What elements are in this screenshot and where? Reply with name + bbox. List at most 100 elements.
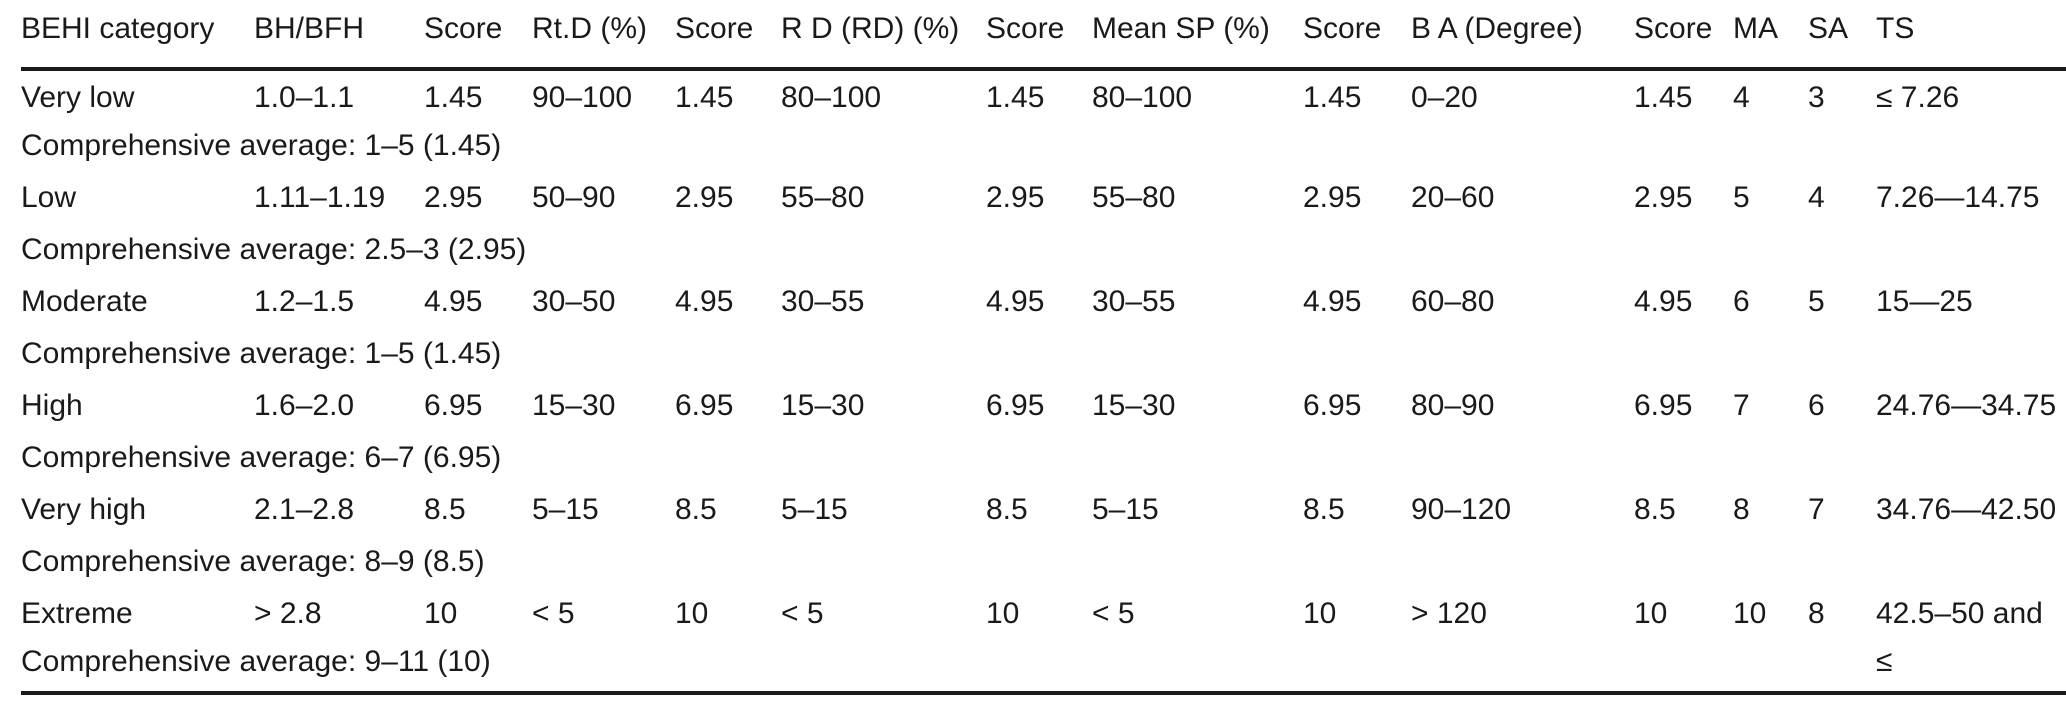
table-cell: 6 — [1808, 389, 1825, 423]
table-cell: 30–55 — [781, 285, 865, 319]
table-cell: 15–30 — [1092, 389, 1176, 423]
table-cell: 1.0–1.1 — [254, 81, 355, 115]
table-cell: 4.95 — [1303, 285, 1362, 319]
comprehensive-average-cell: Comprehensive average: 1–5 (1.45) — [21, 129, 502, 163]
table-cell: ≤ 7.26 — [1876, 81, 1960, 115]
table-cell: 1.45 — [675, 81, 734, 115]
table-cell: 1.45 — [986, 81, 1045, 115]
table-cell: 1.6–2.0 — [254, 389, 355, 423]
table-cell: 10 — [1733, 597, 1767, 631]
table-cell: 4.95 — [986, 285, 1045, 319]
table-cell: 42.5–50 and — [1876, 597, 2043, 631]
column-header-score-4: Score — [1303, 4, 1411, 71]
table-cell: 6.95 — [986, 389, 1045, 423]
ts-continuation-cell — [1876, 329, 2066, 381]
table-cell: < 5 — [1092, 597, 1135, 631]
note-row: Comprehensive average: 8–9 (8.5) — [21, 537, 2066, 589]
table-cell: 10 — [986, 597, 1020, 631]
ts-continuation-cell: ≤ — [1876, 645, 1893, 679]
table-cell: 6.95 — [424, 389, 483, 423]
table-cell: > 120 — [1411, 597, 1487, 631]
table-cell: 8.5 — [986, 493, 1028, 527]
table-cell: 7.26—14.75 — [1876, 181, 2040, 215]
table-cell: 8.5 — [1634, 493, 1676, 527]
table-cell: 80–100 — [1092, 81, 1193, 115]
table-cell: 4.95 — [424, 285, 483, 319]
table-cell: 7 — [1808, 493, 1825, 527]
table-cell: 5 — [1733, 181, 1750, 215]
table-cell: 1.11–1.19 — [254, 181, 386, 215]
column-header-rd: R D (RD) (%) — [781, 4, 986, 71]
table-cell: 15–30 — [532, 389, 616, 423]
column-header-ts: TS — [1876, 4, 2066, 71]
table-cell: > 2.8 — [254, 597, 322, 631]
table-cell: 4 — [1808, 181, 1825, 215]
table-cell: 1.45 — [1634, 81, 1693, 115]
table-row: Extreme > 2.8 10 < 5 10 < 5 10 < 5 10 > 120 10 10 8 4… — [21, 589, 2066, 641]
table-cell: 10 — [424, 597, 458, 631]
table-cell: 15–30 — [781, 389, 865, 423]
table-cell: 2.95 — [986, 181, 1045, 215]
table-cell: 2.95 — [1303, 181, 1362, 215]
column-header-bh-bfh: BH/BFH — [254, 4, 424, 71]
table-cell: 6.95 — [1303, 389, 1362, 423]
table-cell: Low — [21, 181, 77, 215]
table-cell: Very low — [21, 81, 135, 115]
table-cell: 4.95 — [1634, 285, 1693, 319]
ts-continuation-cell — [1876, 537, 2066, 589]
column-header-ma: MA — [1733, 4, 1808, 71]
table-cell: 50–90 — [532, 181, 616, 215]
table-cell: High — [21, 389, 83, 423]
note-row: Comprehensive average: 2.5–3 (2.95) — [21, 225, 2066, 277]
comprehensive-average-cell: Comprehensive average: 6–7 (6.95) — [21, 441, 502, 475]
table-cell: 4 — [1733, 81, 1750, 115]
table-cell: 5–15 — [532, 493, 599, 527]
table-cell: 55–80 — [1092, 181, 1176, 215]
table-cell: 10 — [1303, 597, 1337, 631]
table-cell: 6.95 — [675, 389, 734, 423]
column-header-score-5: Score — [1634, 4, 1733, 71]
column-header-score-3: Score — [986, 4, 1092, 71]
table-cell: 8.5 — [424, 493, 466, 527]
table-cell: 3 — [1808, 81, 1825, 115]
table-cell: 5–15 — [781, 493, 848, 527]
column-header-sa: SA — [1808, 4, 1876, 71]
table-cell: 0–20 — [1411, 81, 1478, 115]
table-cell: 6.95 — [1634, 389, 1693, 423]
table-cell: Moderate — [21, 285, 148, 319]
table-cell: 20–60 — [1411, 181, 1495, 215]
column-header-mean-sp: Mean SP (%) — [1092, 4, 1303, 71]
table-cell: 8 — [1808, 597, 1825, 631]
table-cell: 34.76—42.50 — [1876, 493, 2057, 527]
table-cell: 24.76—34.75 — [1876, 389, 2057, 423]
ts-continuation-cell — [1876, 121, 2066, 173]
table-body: Very low 1.0–1.1 1.45 90–100 1.45 80–100 1.45 8… — [21, 69, 2066, 693]
table-row: Very high 2.1–2.8 8.5 5–15 8.5 5–15 8.5 5–15 8.5… — [21, 485, 2066, 537]
table-cell: 2.95 — [424, 181, 483, 215]
table-row: Low 1.11–1.19 2.95 50–90 2.95 55–80 2.95 55–80 2… — [21, 173, 2066, 225]
table-cell: 30–55 — [1092, 285, 1176, 319]
ts-continuation-cell — [1876, 433, 2066, 485]
table-row: Moderate 1.2–1.5 4.95 30–50 4.95 30–55 4.95 30–… — [21, 277, 2066, 329]
table-cell: 80–90 — [1411, 389, 1495, 423]
table-cell: 10 — [675, 597, 709, 631]
table-cell: 8 — [1733, 493, 1750, 527]
table-cell: < 5 — [532, 597, 575, 631]
table-cell: 10 — [1634, 597, 1668, 631]
table-cell: 80–100 — [781, 81, 882, 115]
column-header-score-1: Score — [424, 4, 532, 71]
table-cell: 8.5 — [675, 493, 717, 527]
table-cell: 7 — [1733, 389, 1750, 423]
table-cell: 30–50 — [532, 285, 616, 319]
column-header-score-2: Score — [675, 4, 781, 71]
comprehensive-average-cell: Comprehensive average: 2.5–3 (2.95) — [21, 233, 527, 267]
ts-continuation-cell — [1876, 225, 2066, 277]
table-cell: 5–15 — [1092, 493, 1159, 527]
table-cell: Extreme — [21, 597, 133, 631]
comprehensive-average-cell: Comprehensive average: 9–11 (10) — [21, 645, 491, 679]
comprehensive-average-cell: Comprehensive average: 8–9 (8.5) — [21, 545, 485, 579]
table-cell: 15—25 — [1876, 285, 1973, 319]
table-cell: 60–80 — [1411, 285, 1495, 319]
comprehensive-average-cell: Comprehensive average: 1–5 (1.45) — [21, 337, 502, 371]
